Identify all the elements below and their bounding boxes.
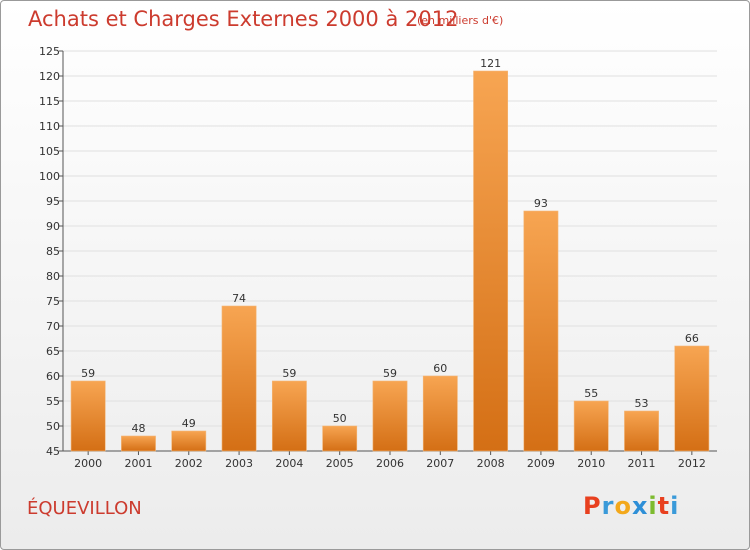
y-tick-label: 55: [46, 395, 60, 408]
y-tick-label: 120: [39, 70, 60, 83]
bar-2009: [523, 210, 559, 452]
y-tick-label: 85: [46, 245, 60, 258]
y-tick-label: 90: [46, 220, 60, 233]
bar-2000: [70, 380, 106, 452]
data-label-2009: 93: [534, 197, 548, 210]
x-tick-label-2010: 2010: [577, 457, 605, 470]
data-label-2008: 121: [480, 57, 501, 70]
data-label-2000: 59: [81, 367, 95, 380]
bar-2003: [221, 305, 257, 452]
data-label-2002: 49: [182, 417, 196, 430]
x-tick-label-2001: 2001: [124, 457, 152, 470]
data-label-2006: 59: [383, 367, 397, 380]
y-tick-label: 75: [46, 295, 60, 308]
bar-2004: [271, 380, 307, 452]
data-label-2003: 74: [232, 292, 246, 305]
data-label-2001: 48: [131, 422, 145, 435]
label-layer: 59 48 49 74 59 50 59 60 121 93 55 53 66: [81, 57, 699, 435]
bar-2010: [573, 400, 609, 452]
x-tick-label-2002: 2002: [175, 457, 203, 470]
data-label-2011: 53: [635, 397, 649, 410]
y-tick-label: 125: [39, 45, 60, 58]
data-label-2010: 55: [584, 387, 598, 400]
x-tick-label-2012: 2012: [678, 457, 706, 470]
chart-title: Achats et Charges Externes 2000 à 2012: [28, 7, 459, 31]
y-tick-label: 65: [46, 345, 60, 358]
y-tick-label: 110: [39, 120, 60, 133]
y-tick-label: 105: [39, 145, 60, 158]
bar-2002: [171, 430, 207, 452]
y-tick-label: 60: [46, 370, 60, 383]
bar-2011: [624, 410, 659, 452]
bar-2001: [121, 435, 156, 452]
y-tick-label: 115: [39, 95, 60, 108]
y-tick-label: 95: [46, 195, 60, 208]
x-tick-label-2007: 2007: [426, 457, 454, 470]
bar-2007: [422, 375, 458, 452]
x-tick-label-2006: 2006: [376, 457, 404, 470]
data-label-2004: 59: [282, 367, 296, 380]
chart-subtitle: (en milliers d'€): [417, 14, 504, 27]
x-tick-label-2011: 2011: [628, 457, 656, 470]
bar-2012: [674, 345, 710, 452]
bar-layer: [70, 70, 710, 452]
proxiti-logo[interactable]: Proxiti: [583, 492, 680, 520]
bar-2008: [473, 70, 509, 452]
x-tick-label-2009: 2009: [527, 457, 555, 470]
data-label-2005: 50: [333, 412, 347, 425]
x-tick-label-2004: 2004: [275, 457, 303, 470]
y-tick-label: 80: [46, 270, 60, 283]
y-tick-label: 70: [46, 320, 60, 333]
commune-name: ÉQUEVILLON: [27, 498, 142, 519]
y-tick-label: 100: [39, 170, 60, 183]
x-tick-label-2000: 2000: [74, 457, 102, 470]
x-tick-label-2003: 2003: [225, 457, 253, 470]
bar-2005: [322, 425, 358, 452]
y-tick-label: 50: [46, 420, 60, 433]
x-tick-label-2008: 2008: [477, 457, 505, 470]
data-label-2012: 66: [685, 332, 699, 345]
data-label-2007: 60: [433, 362, 447, 375]
x-tick-label-2005: 2005: [326, 457, 354, 470]
y-tick-label: 45: [46, 445, 60, 458]
bar-2006: [372, 380, 408, 452]
